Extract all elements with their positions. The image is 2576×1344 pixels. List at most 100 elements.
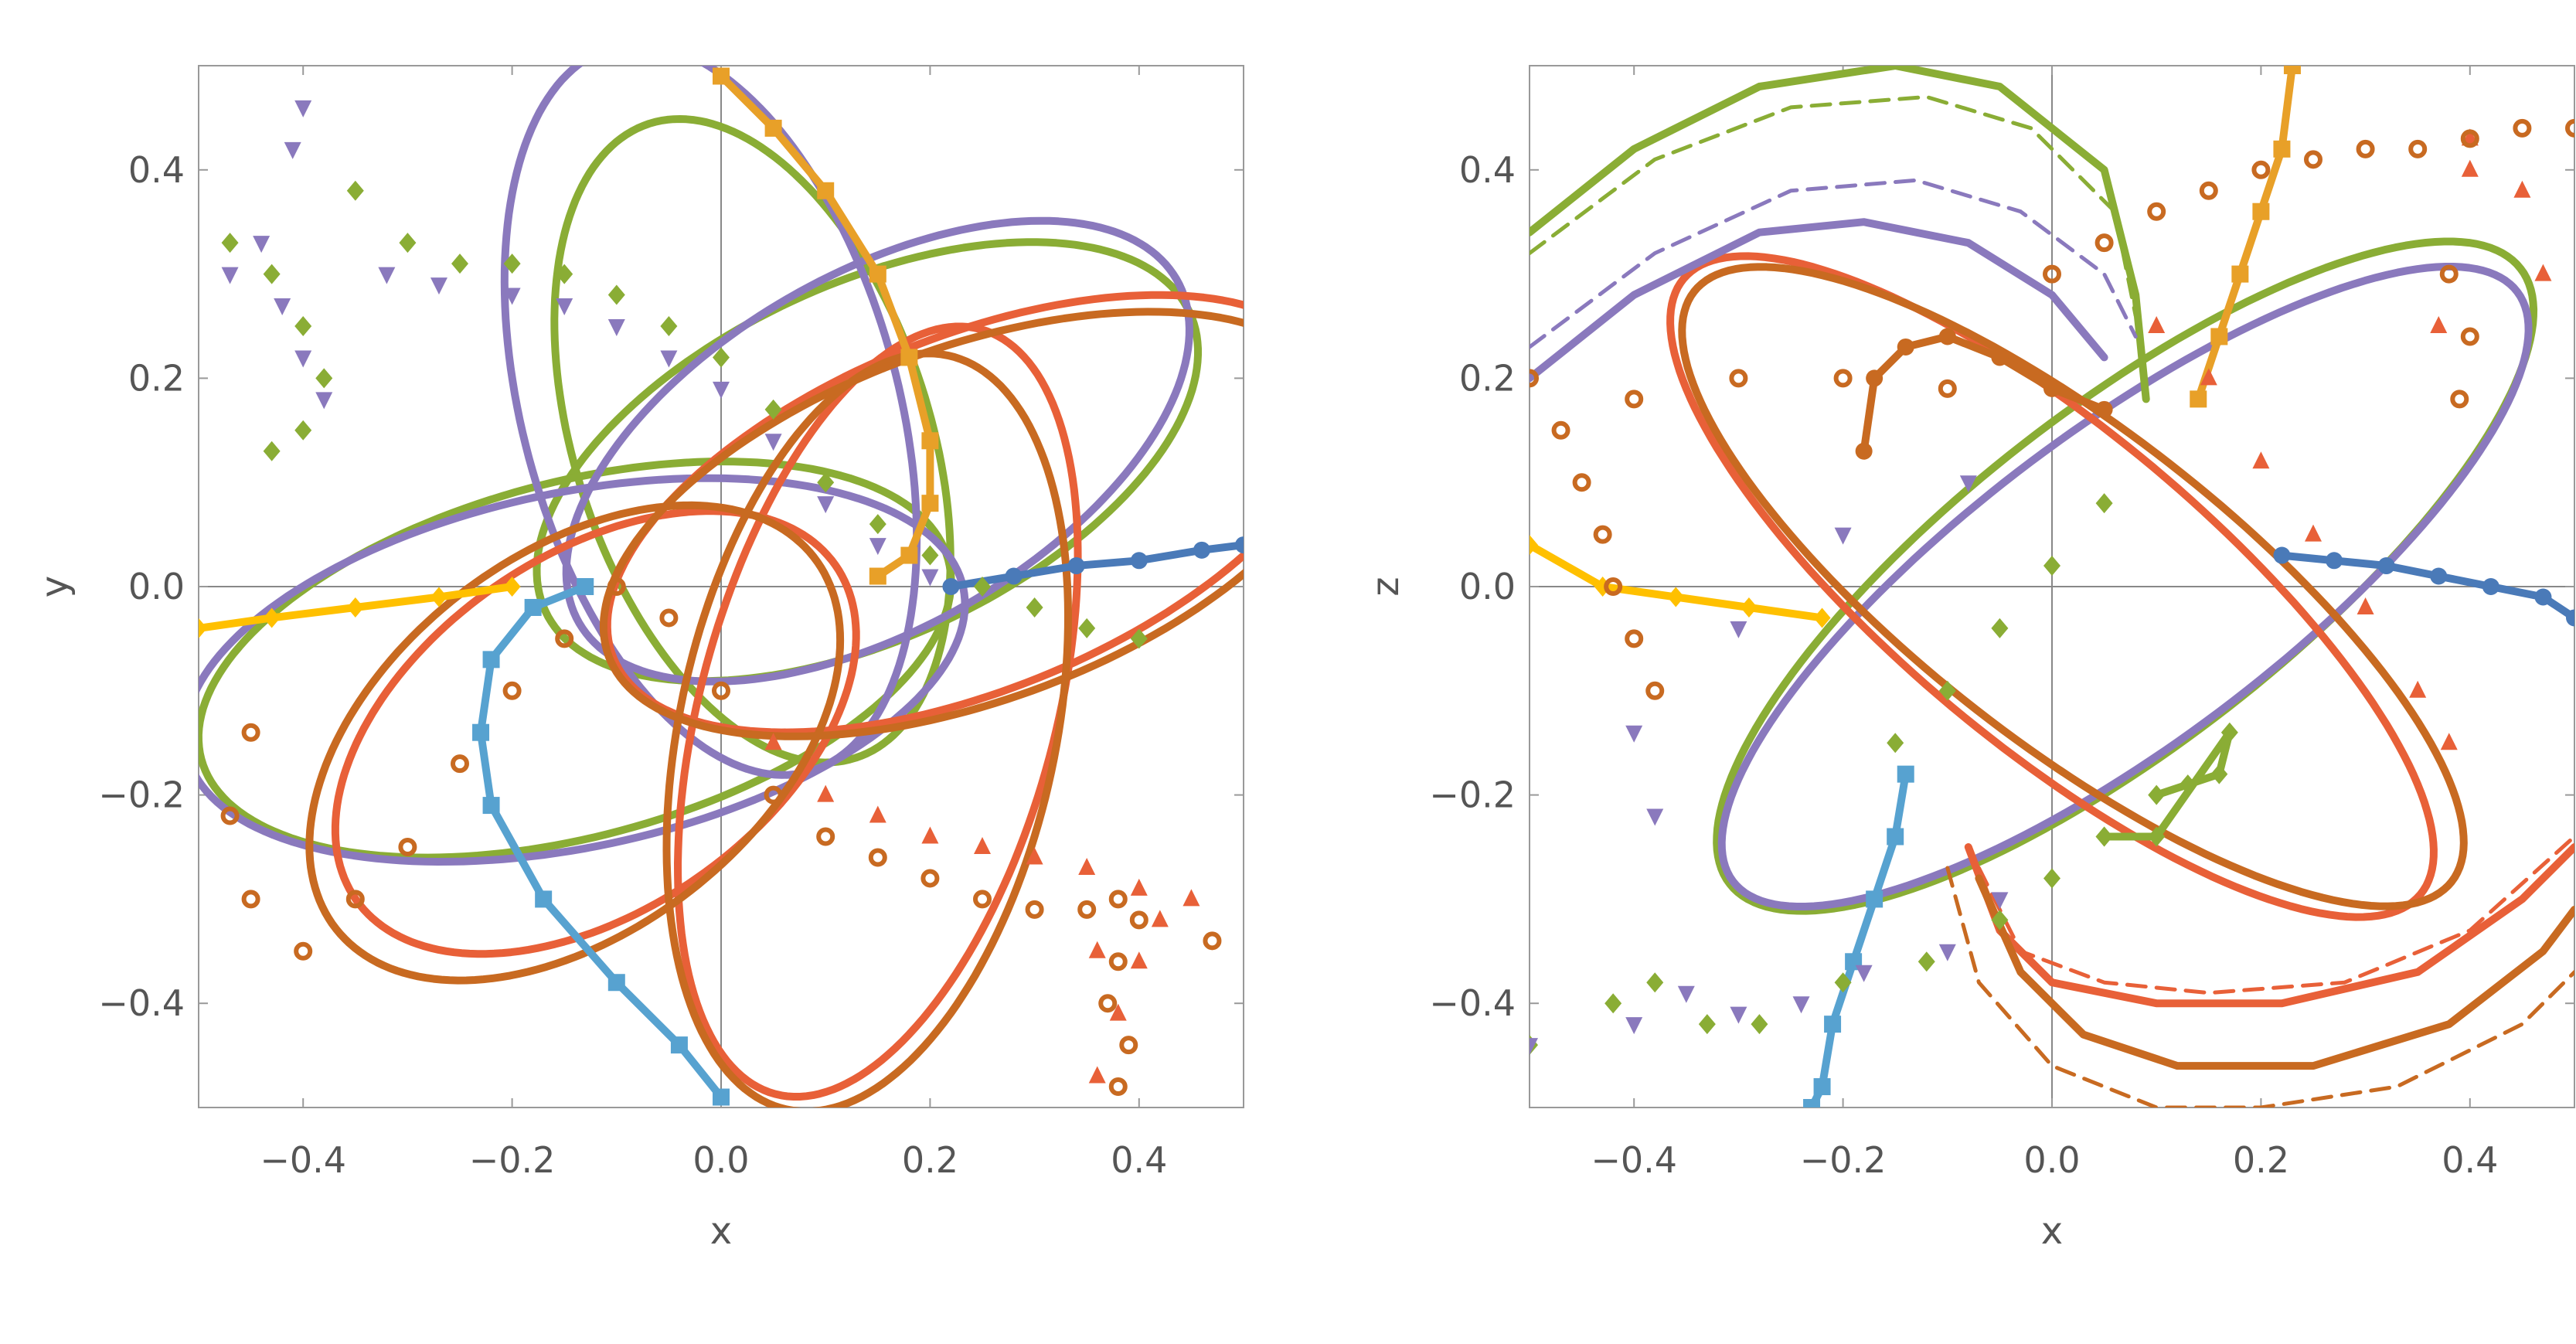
data-point-triangle-up: [2430, 316, 2448, 333]
series-line: [1975, 874, 2574, 1070]
series: [1678, 263, 2468, 910]
y-axis-label: y: [33, 576, 77, 597]
data-point-triangle-up: [1130, 951, 1148, 969]
data-point-square: [482, 651, 500, 669]
series: [221, 180, 1148, 649]
data-point-ring: [2251, 160, 2271, 179]
data-point-ring: [2460, 327, 2479, 346]
data-point-triangle-down: [294, 350, 312, 368]
data-point-triangle-up: [2409, 680, 2427, 698]
x-tick-label: 0.0: [2023, 1139, 2080, 1181]
data-point-diamond: [1751, 1014, 1768, 1035]
data-point-diamond: [660, 316, 678, 336]
data-point-ring: [816, 827, 835, 846]
series-line: [305, 501, 845, 985]
series: [199, 577, 521, 638]
series: [1855, 328, 2113, 460]
data-point-square: [1824, 1016, 1842, 1033]
data-point-ring: [1129, 910, 1148, 930]
data-point-square: [869, 567, 886, 585]
data-point-circle: [942, 578, 960, 595]
data-point-circle: [2377, 557, 2395, 575]
data-point-diamond: [199, 618, 207, 638]
data-point-triangle-down: [660, 350, 678, 368]
data-point-circle: [2326, 552, 2343, 570]
x-tick-label: 0.2: [2233, 1139, 2289, 1181]
data-point-triangle-down: [1730, 621, 1747, 638]
series: [1530, 94, 2138, 318]
data-point-ring: [1203, 931, 1222, 951]
data-point-circle: [1130, 552, 1148, 570]
data-point-triangle-up: [1130, 878, 1148, 896]
series: [1717, 263, 2533, 910]
data-point-diamond: [399, 233, 417, 253]
data-point-diamond: [451, 253, 468, 274]
data-point-triangle-down: [1646, 808, 1664, 826]
series: [1975, 874, 2574, 1070]
data-point-diamond: [503, 577, 521, 597]
data-layer: [199, 66, 1244, 1108]
data-point-ring: [2513, 118, 2532, 138]
x-tick-label: −0.2: [1800, 1139, 1887, 1181]
y-tick-label: −0.4: [98, 982, 185, 1024]
series: [713, 67, 939, 585]
data-point-diamond: [2043, 868, 2060, 889]
data-point-triangle-down: [1625, 1017, 1643, 1035]
data-point-triangle-up: [817, 784, 835, 802]
series-line: [599, 308, 1244, 740]
data-point-triangle-up: [1151, 910, 1169, 927]
series: [1976, 835, 2574, 995]
data-point-diamond: [817, 472, 835, 493]
series-line: [1808, 770, 1910, 1108]
series: [1530, 118, 2574, 700]
data-point-triangle-up: [2440, 733, 2458, 750]
data-point-ring: [1625, 390, 1644, 409]
data-point-triangle-down: [294, 100, 312, 117]
data-point-square: [472, 723, 490, 741]
data-point-square: [577, 578, 594, 595]
data-point-diamond: [1078, 618, 1096, 638]
y-tick-label: −0.2: [98, 774, 185, 816]
data-point-diamond: [1991, 618, 2009, 638]
series-line: [1530, 66, 2150, 403]
data-point-ring: [1530, 369, 1539, 388]
data-point-ring: [1108, 952, 1128, 971]
data-point-square: [2210, 328, 2228, 345]
series: [1530, 535, 1831, 628]
data-point-triangle-up: [2200, 368, 2217, 386]
data-point-diamond: [1604, 993, 1622, 1014]
data-point-triangle-down: [253, 236, 271, 253]
data-point-triangle-up: [1078, 857, 1096, 875]
data-point-ring: [2147, 202, 2166, 221]
data-point-circle: [2095, 400, 2113, 418]
data-point-triangle-down: [284, 141, 301, 159]
data-point-diamond: [430, 587, 447, 607]
data-point-diamond: [503, 253, 521, 274]
data-point-ring: [1645, 681, 1665, 700]
data-point-circle: [1991, 349, 2009, 366]
data-point-diamond: [1887, 733, 1904, 754]
data-point-diamond: [607, 284, 625, 305]
data-point-square: [2231, 265, 2249, 283]
data-point-square: [1887, 828, 1904, 846]
data-point-diamond: [2095, 826, 2113, 847]
data-point-ring: [659, 608, 679, 628]
x-tick-label: −0.4: [260, 1139, 346, 1181]
series: [2190, 66, 2301, 408]
data-point-circle: [1005, 567, 1023, 585]
data-point-diamond: [1667, 587, 1685, 607]
data-point-diamond: [263, 441, 281, 461]
x-tick-label: 0.0: [692, 1139, 749, 1181]
data-point-square: [670, 1036, 688, 1054]
data-point-diamond: [869, 514, 886, 535]
data-point-triangle-up: [921, 826, 939, 844]
series-line: [1717, 263, 2533, 910]
y-tick-label: 0.4: [1459, 149, 1516, 191]
data-point-diamond: [1918, 951, 1935, 972]
data-point-circle: [2273, 546, 2291, 564]
series: [1530, 178, 2138, 349]
data-point-triangle-up: [1026, 847, 1043, 865]
dashed-series-line: [1976, 835, 2574, 995]
data-point-square: [2283, 66, 2301, 74]
